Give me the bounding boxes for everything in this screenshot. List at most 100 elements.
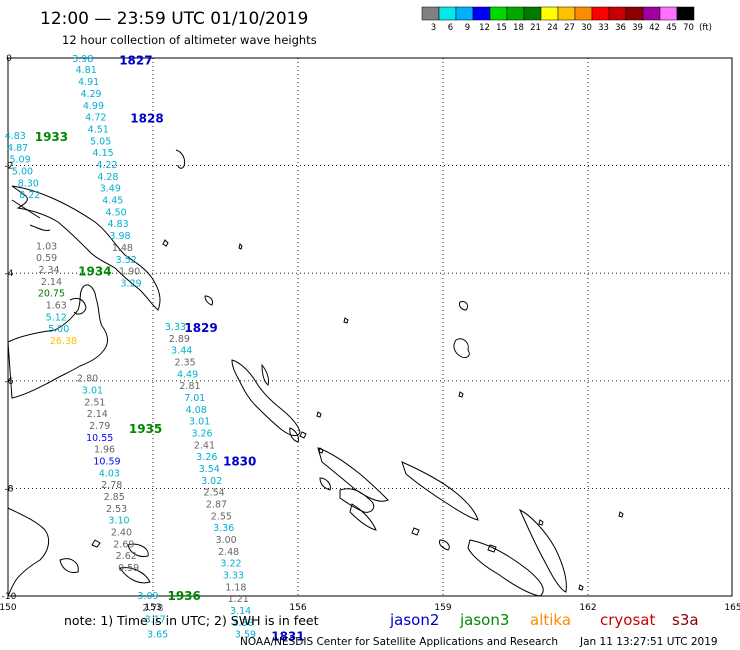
wave-height-value: 26.38	[50, 336, 77, 347]
ontong-java	[453, 338, 470, 359]
rennell-coast	[487, 544, 497, 553]
florida-is	[439, 539, 450, 551]
colorbar-swatch	[523, 6, 542, 21]
wave-height-value: 4.99	[83, 101, 104, 112]
bougainville-coast	[231, 359, 301, 437]
dentrecasteaux	[59, 558, 79, 573]
wave-height-value: 10.59	[93, 457, 120, 468]
colorbar-label: 70	[683, 23, 694, 33]
russell-is	[411, 527, 420, 536]
colorbar-label: 45	[666, 23, 677, 33]
pass-number-label: 1831	[271, 629, 304, 643]
colorbar-swatch	[455, 6, 474, 21]
wave-height-value: 2.79	[89, 421, 110, 432]
wave-height-value: 3.33	[223, 571, 244, 582]
map-title: 12:00 — 23:59 UTC 01/10/2019	[40, 9, 308, 29]
wave-height-value: 3.00	[216, 535, 237, 546]
wave-height-value: 4.15	[93, 148, 114, 159]
wave-height-value: 4.29	[80, 89, 101, 100]
map-subtitle: 12 hour collection of altimeter wave hei…	[62, 33, 317, 47]
wave-height-value: 8.30	[18, 178, 39, 189]
wave-height-value: 1.90	[119, 267, 140, 278]
new-britain-coast	[7, 284, 109, 399]
lat-tick-label: -8	[5, 484, 14, 494]
wave-height-value: 4.22	[96, 160, 117, 171]
new-britain-bay	[69, 297, 87, 315]
green-is	[204, 295, 213, 306]
wave-height-value: 5.09	[9, 155, 30, 166]
colorbar-label: (ft)	[699, 23, 712, 33]
satellite-legend-s3a: s3a	[672, 611, 699, 629]
colorbar-swatch	[472, 6, 491, 21]
malaita-coast	[518, 508, 567, 593]
choiseul-coast	[317, 447, 389, 502]
colorbar-swatch	[642, 6, 661, 21]
wave-height-value: 3.14	[230, 606, 251, 617]
wave-height-value: 2.54	[204, 488, 225, 499]
pass-number-label: 1828	[130, 111, 163, 125]
wave-height-value: 3.59	[235, 630, 256, 641]
colorbar-label: 39	[632, 23, 643, 33]
lat-tick-label: -6	[5, 377, 14, 387]
lat-tick-label: -4	[5, 269, 14, 279]
wave-height-value: 3.01	[189, 417, 210, 428]
wave-height-value: 2.55	[211, 511, 232, 522]
wave-height-value: 5.00	[12, 167, 33, 178]
wave-height-value: 2.41	[194, 440, 215, 451]
wave-height-value: 2.62	[116, 551, 137, 562]
small-isl-e5	[618, 511, 624, 518]
lat-tick-label: 0	[6, 54, 12, 64]
wave-height-value: 3.36	[213, 523, 234, 534]
colorbar-label: 24	[547, 23, 558, 33]
wave-height-value: 4.45	[102, 196, 123, 207]
satellite-legend-jason3: jason3	[459, 611, 509, 629]
colorbar-swatch	[574, 6, 593, 21]
png-mainland-coast	[7, 507, 50, 597]
colorbar-swatch	[438, 6, 457, 21]
wave-height-value: 0.59	[118, 563, 139, 574]
wave-height-value: 3.02	[201, 476, 222, 487]
colorbar-swatch	[676, 6, 695, 21]
wave-height-value: 3.10	[108, 516, 129, 527]
lon-tick-label: 159	[434, 603, 451, 613]
small-isl-e2	[343, 317, 349, 324]
colorbar-label: 3	[431, 23, 436, 33]
wave-height-value: 2.48	[218, 547, 239, 558]
shortland-is	[289, 427, 299, 443]
colorbar-swatch	[540, 6, 559, 21]
wave-height-value: 5.00	[48, 324, 69, 335]
colorbar-swatch	[625, 6, 644, 21]
wave-height-value: 3.33	[165, 322, 186, 333]
wave-height-value: 4.49	[177, 369, 198, 380]
latitude-ticks: 0 -2 -4 -6 -8 -10	[2, 54, 17, 602]
wave-height-value: 3.17	[145, 615, 166, 626]
wave-height-value: 4.83	[107, 219, 128, 230]
island-small-2	[162, 239, 169, 247]
colorbar-label: 18	[513, 23, 524, 33]
wave-height-value: 20.75	[38, 289, 65, 300]
new-georgia-coast	[339, 488, 375, 513]
wave-height-value: 1.96	[94, 445, 115, 456]
colorbar-swatch	[489, 6, 508, 21]
wave-height-value: 10.55	[86, 433, 113, 444]
wave-height-value: 1.63	[46, 300, 67, 311]
lon-tick-label: 150	[0, 603, 17, 613]
wave-height-value: 4.83	[5, 131, 26, 142]
satellite-legend-altika: altika	[530, 611, 571, 629]
vella-lavella	[319, 477, 331, 491]
colorbar-label: 33	[598, 23, 609, 33]
colorbar-swatch	[591, 6, 610, 21]
wave-height-value: 8.22	[19, 190, 40, 201]
wave-height-value: 4.03	[99, 468, 120, 479]
wave-height-value: 2.89	[169, 334, 190, 345]
wave-height-value: 3.52	[116, 255, 137, 266]
lon-tick-label: 162	[579, 603, 596, 613]
treasury-is	[299, 431, 307, 439]
colorbar-swatch	[659, 6, 678, 21]
colorbar-swatch	[506, 6, 525, 21]
woodlark	[127, 543, 149, 557]
wave-height-value: 4.81	[76, 65, 97, 76]
trobriand	[91, 539, 101, 548]
wave-height-value: 4.08	[186, 405, 207, 416]
wave-height-value: 0.59	[36, 253, 57, 264]
